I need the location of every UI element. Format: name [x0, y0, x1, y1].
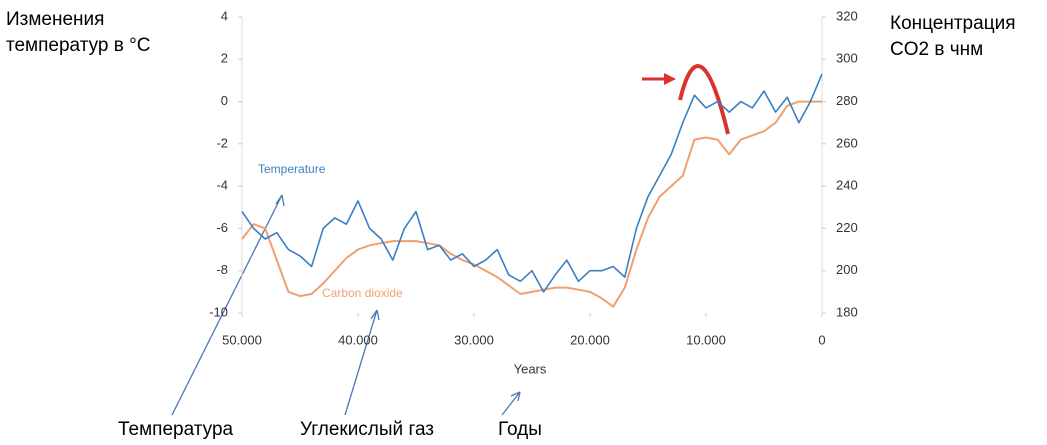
y-tick-label: -4 — [216, 178, 228, 193]
y-tick-label: 0 — [221, 93, 228, 108]
y2-tick-label: 280 — [836, 93, 858, 108]
y-tick-label: -2 — [216, 135, 228, 150]
y2-axis-title: Концентрация — [890, 13, 1015, 34]
annotation: Температура — [118, 419, 234, 440]
y-tick-label: 4 — [221, 8, 228, 23]
x-axis-title: Years — [514, 361, 547, 376]
arrow-head — [275, 194, 285, 207]
arrow-head — [510, 391, 521, 402]
annotation: Углекислый газ — [300, 419, 434, 440]
y-tick-label: -10 — [209, 304, 228, 319]
y-axis-title: температур в °C — [6, 35, 150, 56]
arrow-head — [370, 309, 380, 321]
y2-tick-label: 260 — [836, 135, 858, 150]
y2-axis-title: CO2 в чнм — [890, 39, 983, 60]
y2-tick-label: 220 — [836, 220, 858, 235]
x-tick-label: 40.000 — [338, 332, 378, 347]
pointer-lines — [171, 194, 521, 416]
legend-label: Carbon dioxide — [322, 286, 403, 300]
y-tick-label: -6 — [216, 220, 228, 235]
x-tick-label: 20.000 — [570, 332, 610, 347]
annotation-shapes — [171, 64, 730, 416]
red-arc — [678, 64, 730, 135]
y2-tick-label: 240 — [836, 178, 858, 193]
y-tick-label: 2 — [221, 51, 228, 66]
y2-tick-label: 200 — [836, 262, 858, 277]
series-line — [241, 100, 822, 308]
y-axis-title: Изменения — [6, 9, 104, 30]
y2-tick-label: 180 — [836, 304, 858, 319]
x-tick-label: 10.000 — [686, 332, 726, 347]
legend-label: Temperature — [258, 162, 326, 176]
annotation: Годы — [498, 419, 542, 440]
x-tick-label: 30.000 — [454, 332, 494, 347]
series-line — [241, 73, 823, 293]
y2-tick-label: 320 — [836, 8, 858, 23]
x-tick-label: 0 — [818, 332, 825, 347]
y2-tick-label: 300 — [836, 51, 858, 66]
x-tick-label: 50.000 — [222, 332, 262, 347]
red-arrow-head — [664, 73, 676, 85]
y-tick-label: -8 — [216, 262, 228, 277]
